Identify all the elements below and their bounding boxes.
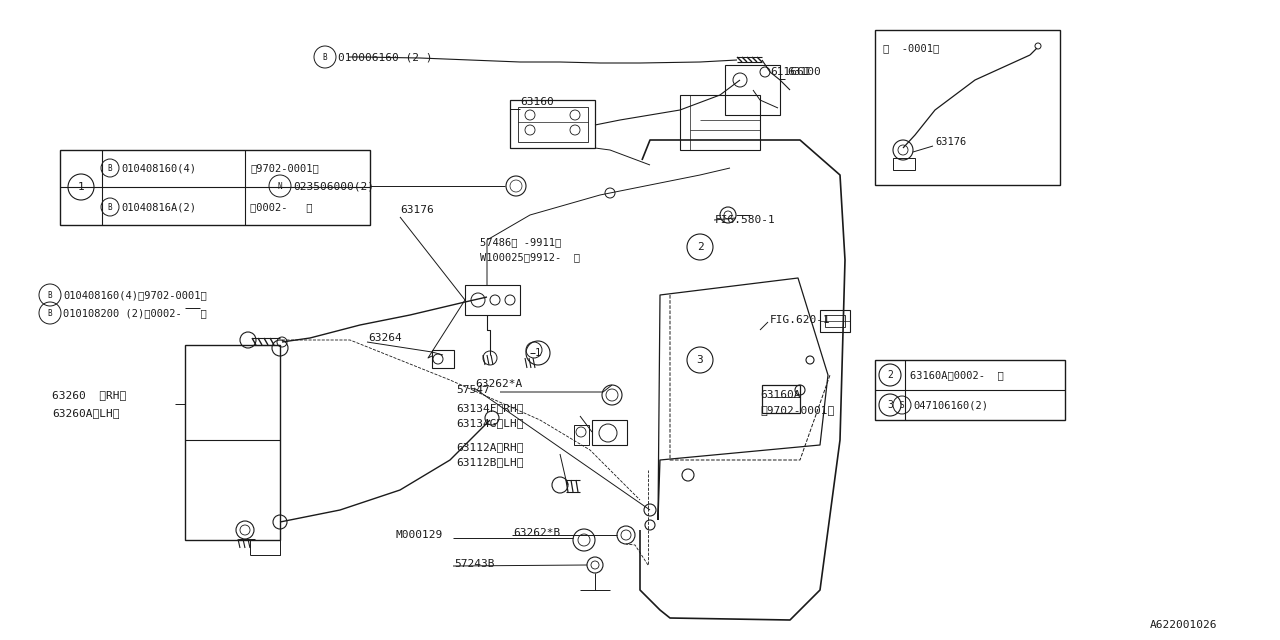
Bar	[876, 30, 1060, 185]
Text: 63260  〈RH〉: 63260 〈RH〉	[52, 390, 127, 400]
Text: B: B	[108, 202, 113, 211]
Text: B: B	[108, 163, 113, 173]
Text: 〈0002-   〉: 〈0002- 〉	[250, 202, 312, 212]
Text: M000129: M000129	[396, 530, 443, 540]
Bar	[724, 65, 780, 115]
Text: 〈  -0001〉: 〈 -0001〉	[883, 43, 940, 53]
Text: 3: 3	[696, 355, 704, 365]
Text: 61166I: 61166I	[771, 67, 810, 77]
Text: 63176: 63176	[934, 137, 966, 147]
Text: 63112A〈RH〉: 63112A〈RH〉	[456, 442, 524, 452]
Bar	[593, 420, 627, 445]
Text: 010006160 (2 ): 010006160 (2 )	[338, 52, 433, 62]
Text: 2: 2	[696, 242, 704, 252]
Text: B: B	[47, 308, 52, 317]
Text: 57243B: 57243B	[454, 559, 494, 569]
Text: 1: 1	[78, 182, 84, 192]
Bar	[762, 385, 800, 413]
Text: N: N	[278, 182, 283, 191]
Text: B: B	[47, 291, 52, 300]
Text: 63262*A: 63262*A	[475, 379, 522, 389]
Text: FIG.620-1: FIG.620-1	[771, 315, 831, 325]
Bar	[826, 315, 845, 327]
Bar	[680, 95, 760, 150]
Text: 63134G〈LH〉: 63134G〈LH〉	[456, 418, 524, 428]
Text: 010108200 (2)〈0002-   〉: 010108200 (2)〈0002- 〉	[63, 308, 207, 318]
Text: 63160A: 63160A	[760, 390, 800, 400]
Text: 〈9702-0001〉: 〈9702-0001〉	[760, 405, 835, 415]
Text: 57486〈 -9911〉: 57486〈 -9911〉	[480, 237, 561, 247]
Text: 3: 3	[887, 400, 893, 410]
Text: 63264: 63264	[369, 333, 402, 343]
Bar	[573, 425, 589, 445]
Text: 1: 1	[535, 348, 541, 358]
Bar	[518, 107, 588, 142]
Bar	[186, 345, 280, 540]
Text: 63100: 63100	[787, 67, 820, 77]
Text: 2: 2	[887, 370, 893, 380]
Bar	[509, 100, 595, 148]
Text: 63176: 63176	[401, 205, 434, 215]
Text: 023506000(2): 023506000(2)	[293, 181, 374, 191]
Text: 〈9702-0001〉: 〈9702-0001〉	[250, 163, 319, 173]
Text: S: S	[900, 401, 904, 410]
Text: B: B	[323, 52, 328, 61]
Text: A622001026: A622001026	[1149, 620, 1217, 630]
Bar	[60, 150, 370, 225]
Text: FIG.580-1: FIG.580-1	[716, 215, 776, 225]
Text: 63160A〈0002-  〉: 63160A〈0002- 〉	[910, 370, 1004, 380]
Text: W100025〈9912-  〉: W100025〈9912- 〉	[480, 252, 580, 262]
Bar	[465, 285, 520, 315]
Text: 010408160(4)〈9702-0001〉: 010408160(4)〈9702-0001〉	[63, 290, 207, 300]
Text: 010408160(4): 010408160(4)	[122, 163, 196, 173]
Bar	[820, 310, 850, 332]
Bar	[876, 360, 1065, 420]
Bar	[893, 158, 915, 170]
Text: 047106160(2): 047106160(2)	[913, 400, 988, 410]
Text: 63112B〈LH〉: 63112B〈LH〉	[456, 457, 524, 467]
Text: 63260A〈LH〉: 63260A〈LH〉	[52, 408, 119, 418]
Text: 63134F〈RH〉: 63134F〈RH〉	[456, 403, 524, 413]
Text: 63160: 63160	[520, 97, 554, 107]
Text: 63262*B: 63262*B	[513, 528, 561, 538]
Text: 01040816A(2): 01040816A(2)	[122, 202, 196, 212]
Bar	[433, 350, 454, 368]
Text: 57547: 57547	[456, 385, 490, 395]
